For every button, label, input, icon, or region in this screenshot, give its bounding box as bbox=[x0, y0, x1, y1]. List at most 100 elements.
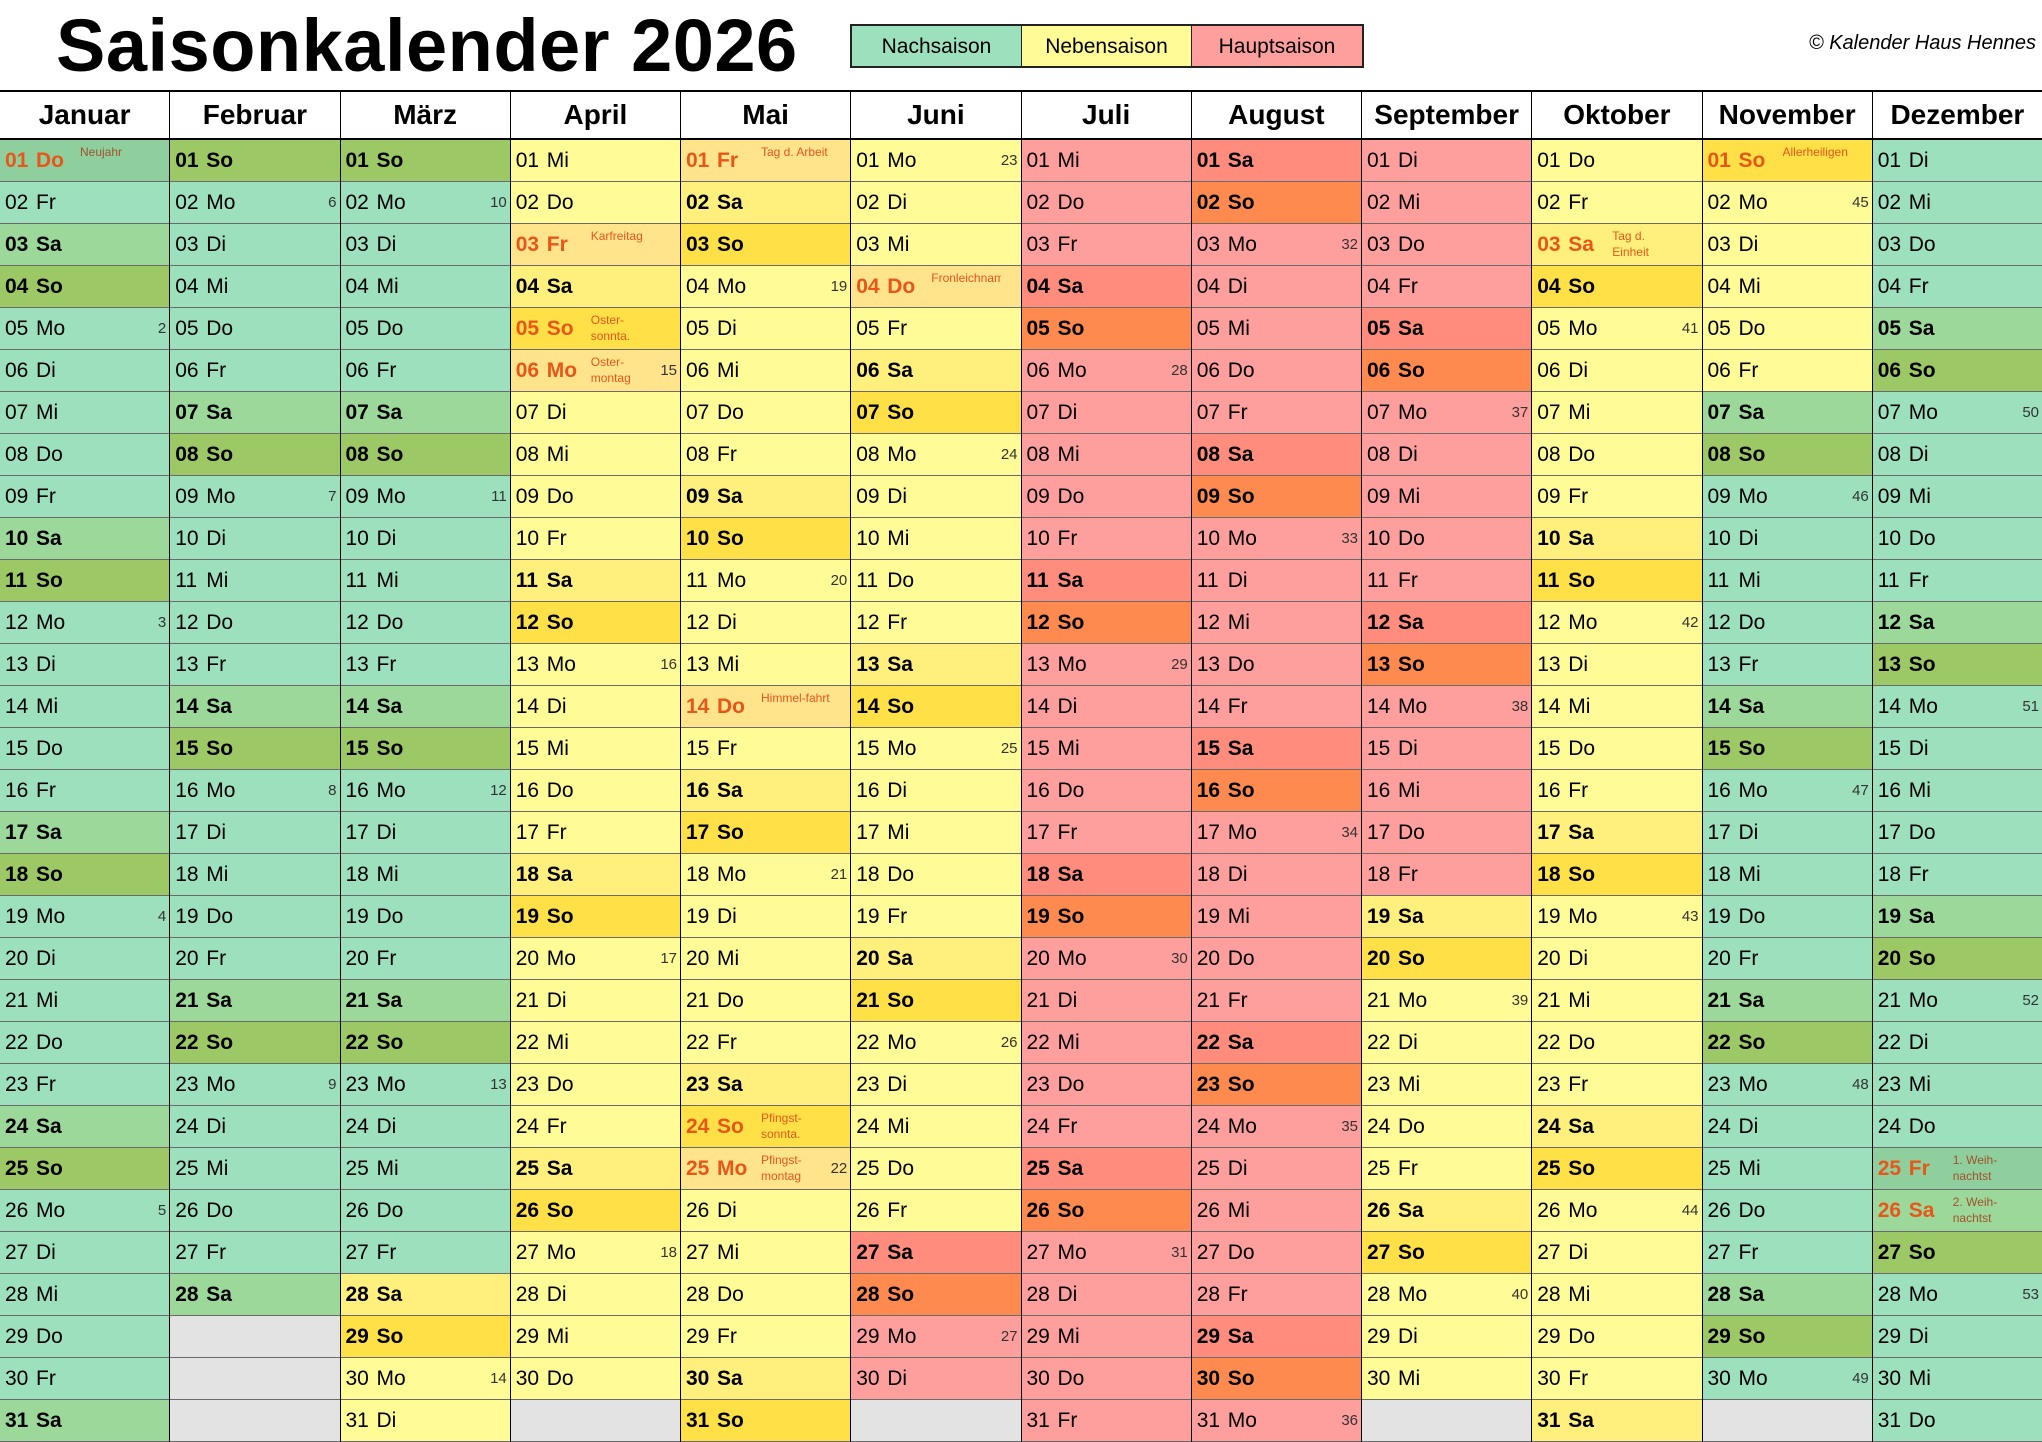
day-cell[interactable]: 18 Do bbox=[851, 854, 1021, 896]
day-cell[interactable]: 28 Mi bbox=[0, 1274, 170, 1316]
day-cell[interactable]: 26 Di bbox=[681, 1190, 851, 1232]
day-cell[interactable]: 08 Do bbox=[0, 434, 170, 476]
day-cell[interactable]: 13 Mo 29 bbox=[1021, 644, 1191, 686]
day-cell[interactable]: 20 Sa bbox=[851, 938, 1021, 980]
day-cell[interactable]: 17 Do bbox=[1872, 812, 2042, 854]
day-cell[interactable]: 09 Do bbox=[1021, 476, 1191, 518]
day-cell[interactable]: 14 Sa bbox=[1702, 686, 1872, 728]
day-cell[interactable]: 29 So bbox=[340, 1316, 510, 1358]
day-cell[interactable]: 30 Mi bbox=[1362, 1358, 1532, 1400]
day-cell[interactable]: 20 Fr bbox=[170, 938, 340, 980]
day-cell[interactable]: 07 Mo 50 bbox=[1872, 392, 2042, 434]
day-cell[interactable]: 17 Do bbox=[1362, 812, 1532, 854]
day-cell[interactable]: 22 So bbox=[1702, 1022, 1872, 1064]
day-cell[interactable]: 28 Di bbox=[1021, 1274, 1191, 1316]
day-cell[interactable]: 08 Di bbox=[1362, 434, 1532, 476]
day-cell[interactable]: 29 Mo 27 bbox=[851, 1316, 1021, 1358]
day-cell[interactable]: 26 Mo 5 bbox=[0, 1190, 170, 1232]
day-cell[interactable]: 17 Sa bbox=[0, 812, 170, 854]
day-cell[interactable]: 12 Do bbox=[170, 602, 340, 644]
day-cell[interactable]: 30 Mo 14 bbox=[340, 1358, 510, 1400]
day-cell[interactable]: 27 Mi bbox=[681, 1232, 851, 1274]
day-cell[interactable]: 19 Mi bbox=[1191, 896, 1361, 938]
day-cell[interactable]: 30 Sa bbox=[681, 1358, 851, 1400]
day-cell[interactable]: 13 Fr bbox=[340, 644, 510, 686]
day-cell[interactable]: 17 Mi bbox=[851, 812, 1021, 854]
day-cell[interactable]: 26 Sa 2. Weih-nachtst bbox=[1872, 1190, 2042, 1232]
day-cell[interactable]: 22 Di bbox=[1362, 1022, 1532, 1064]
day-cell[interactable]: 15 Fr bbox=[681, 728, 851, 770]
day-cell[interactable]: 27 Do bbox=[1191, 1232, 1361, 1274]
day-cell[interactable]: 17 Fr bbox=[1021, 812, 1191, 854]
day-cell[interactable]: 18 Mi bbox=[170, 854, 340, 896]
day-cell[interactable]: 18 Fr bbox=[1362, 854, 1532, 896]
day-cell[interactable]: 23 Do bbox=[1021, 1064, 1191, 1106]
day-cell[interactable]: 23 Fr bbox=[0, 1064, 170, 1106]
day-cell[interactable]: 14 Di bbox=[510, 686, 680, 728]
day-cell[interactable]: 10 Fr bbox=[510, 518, 680, 560]
day-cell[interactable]: 01 Mo 23 bbox=[851, 140, 1021, 182]
day-cell[interactable]: 25 Do bbox=[851, 1148, 1021, 1190]
day-cell[interactable]: 31 Sa bbox=[0, 1400, 170, 1442]
day-cell[interactable]: 11 Mi bbox=[170, 560, 340, 602]
day-cell[interactable]: 21 Di bbox=[1021, 980, 1191, 1022]
day-cell[interactable]: 04 Mi bbox=[170, 266, 340, 308]
day-cell[interactable]: 04 So bbox=[1532, 266, 1702, 308]
day-cell[interactable]: 01 Fr Tag d. Arbeit bbox=[681, 140, 851, 182]
day-cell[interactable]: 16 Fr bbox=[0, 770, 170, 812]
day-cell[interactable]: 21 Sa bbox=[340, 980, 510, 1022]
day-cell[interactable]: 16 Mi bbox=[1872, 770, 2042, 812]
day-cell[interactable]: 21 Do bbox=[681, 980, 851, 1022]
day-cell[interactable]: 13 Di bbox=[0, 644, 170, 686]
day-cell[interactable]: 09 Mi bbox=[1872, 476, 2042, 518]
day-cell[interactable]: 28 Mi bbox=[1532, 1274, 1702, 1316]
day-cell[interactable]: 12 Di bbox=[681, 602, 851, 644]
day-cell[interactable]: 15 Do bbox=[0, 728, 170, 770]
day-cell[interactable]: 28 So bbox=[851, 1274, 1021, 1316]
day-cell[interactable]: 03 Fr bbox=[1021, 224, 1191, 266]
day-cell[interactable]: 14 Do Himmel-fahrt bbox=[681, 686, 851, 728]
day-cell[interactable]: 24 Sa bbox=[0, 1106, 170, 1148]
day-cell[interactable]: 25 Fr bbox=[1362, 1148, 1532, 1190]
day-cell[interactable]: 10 Mo 33 bbox=[1191, 518, 1361, 560]
day-cell[interactable]: 18 Sa bbox=[510, 854, 680, 896]
day-cell[interactable]: 26 Do bbox=[1702, 1190, 1872, 1232]
day-cell[interactable]: 20 Fr bbox=[1702, 938, 1872, 980]
day-cell[interactable]: 27 So bbox=[1362, 1232, 1532, 1274]
day-cell[interactable]: 10 Di bbox=[340, 518, 510, 560]
day-cell[interactable]: 13 Do bbox=[1191, 644, 1361, 686]
day-cell[interactable]: 15 Mi bbox=[510, 728, 680, 770]
day-cell[interactable]: 02 Mo 45 bbox=[1702, 182, 1872, 224]
day-cell[interactable]: 06 Fr bbox=[340, 350, 510, 392]
day-cell[interactable]: 06 Di bbox=[0, 350, 170, 392]
day-cell[interactable]: 19 Sa bbox=[1872, 896, 2042, 938]
day-cell[interactable]: 12 Do bbox=[1702, 602, 1872, 644]
day-cell[interactable]: 28 Sa bbox=[170, 1274, 340, 1316]
day-cell[interactable]: 15 Do bbox=[1532, 728, 1702, 770]
day-cell[interactable]: 30 Mi bbox=[1872, 1358, 2042, 1400]
day-cell[interactable]: 07 Mi bbox=[1532, 392, 1702, 434]
day-cell[interactable]: 27 Fr bbox=[340, 1232, 510, 1274]
day-cell[interactable]: 06 So bbox=[1362, 350, 1532, 392]
day-cell[interactable]: 05 Fr bbox=[851, 308, 1021, 350]
day-cell[interactable]: 24 Do bbox=[1872, 1106, 2042, 1148]
day-cell[interactable]: 25 Mi bbox=[340, 1148, 510, 1190]
day-cell[interactable]: 09 Fr bbox=[0, 476, 170, 518]
day-cell[interactable]: 09 Fr bbox=[1532, 476, 1702, 518]
day-cell[interactable]: 02 Mi bbox=[1362, 182, 1532, 224]
day-cell[interactable]: 01 Do bbox=[1532, 140, 1702, 182]
day-cell[interactable]: 29 Di bbox=[1362, 1316, 1532, 1358]
day-cell[interactable]: 03 Fr Karfreitag bbox=[510, 224, 680, 266]
day-cell[interactable]: 14 Sa bbox=[170, 686, 340, 728]
day-cell[interactable]: 19 Do bbox=[340, 896, 510, 938]
day-cell[interactable]: 17 Di bbox=[1702, 812, 1872, 854]
day-cell[interactable]: 09 Mo 11 bbox=[340, 476, 510, 518]
day-cell[interactable]: 30 Di bbox=[851, 1358, 1021, 1400]
day-cell[interactable]: 06 Do bbox=[1191, 350, 1361, 392]
day-cell[interactable]: 01 Sa bbox=[1191, 140, 1361, 182]
day-cell[interactable]: 20 Do bbox=[1191, 938, 1361, 980]
day-cell[interactable]: 06 Mo 28 bbox=[1021, 350, 1191, 392]
day-cell[interactable]: 10 Fr bbox=[1021, 518, 1191, 560]
day-cell[interactable]: 08 So bbox=[1702, 434, 1872, 476]
day-cell[interactable]: 24 Di bbox=[1702, 1106, 1872, 1148]
